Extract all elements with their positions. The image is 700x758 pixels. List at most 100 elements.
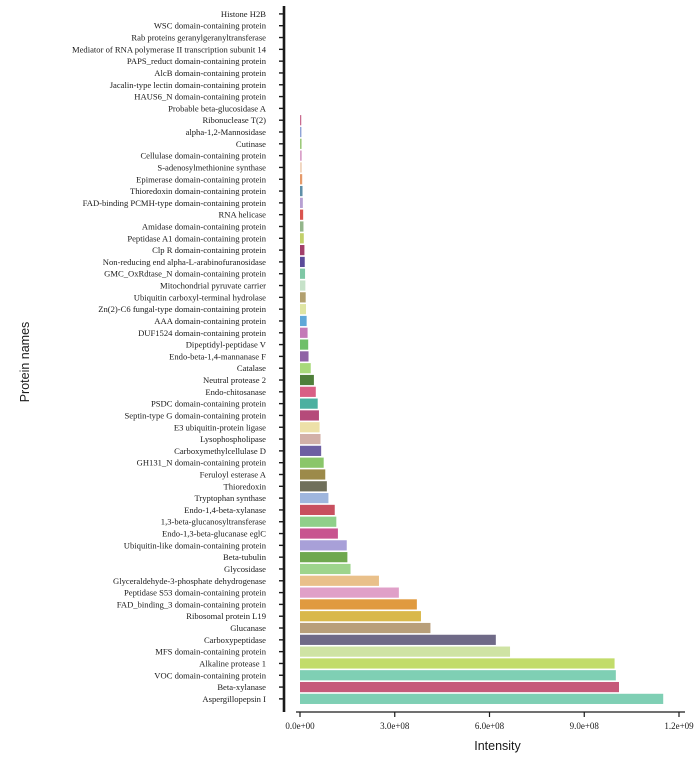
x-tick-label: 1.2e+09 — [664, 721, 694, 731]
category-label: PAPS_reduct domain-containing protein — [127, 56, 267, 66]
x-tick-label: 6.0e+08 — [475, 721, 505, 731]
category-label: HAUS6_N domain-containing protein — [134, 92, 266, 102]
bar — [300, 209, 304, 220]
category-label: Tryptophan synthase — [194, 493, 266, 503]
category-label: RNA helicase — [219, 210, 267, 220]
bar — [300, 221, 304, 232]
bar — [300, 481, 327, 492]
bar — [300, 410, 319, 421]
bar — [300, 398, 318, 409]
category-label: Catalase — [237, 363, 266, 373]
category-label: Carboxypeptidase — [204, 635, 266, 645]
category-label: Cellulase domain-containing protein — [140, 151, 266, 161]
category-label: Non-reducing end alpha-L-arabinofuranosi… — [103, 257, 266, 267]
category-label: Epimerase domain-containing protein — [136, 174, 267, 184]
bar — [300, 469, 326, 480]
category-label: AAA domain-containing protein — [154, 316, 266, 326]
category-label: Alkaline protease 1 — [199, 658, 266, 668]
category-label: Glucanase — [230, 623, 266, 633]
bar — [300, 575, 379, 586]
bar — [300, 433, 321, 445]
category-label: 1,3-beta-glucanosyltransferase — [161, 517, 266, 527]
category-label: Beta-xylanase — [217, 682, 266, 692]
bar — [300, 599, 417, 610]
category-label: VOC domain-containing protein — [154, 670, 266, 680]
category-label: Thioredoxin — [224, 481, 267, 491]
bar — [300, 457, 324, 468]
category-label: Thioredoxin domain-containing protein — [130, 186, 267, 196]
bar — [300, 126, 302, 138]
category-label: Feruloyl esterase A — [200, 470, 267, 480]
category-label: MFS domain-containing protein — [155, 647, 266, 657]
bar — [300, 622, 431, 634]
category-label: DUF1524 domain-containing protein — [138, 328, 267, 338]
bar — [300, 162, 302, 173]
category-label: GH131_N domain-containing protein — [137, 458, 267, 468]
bars-group — [300, 115, 664, 704]
bar — [300, 304, 306, 315]
bar — [300, 280, 306, 291]
category-label: Mitochondrial pyruvate carrier — [160, 281, 266, 291]
x-tick-label: 3.0e+08 — [380, 721, 410, 731]
bar — [300, 174, 303, 185]
x-axis-title: Intensity — [474, 739, 521, 753]
bar — [300, 587, 399, 598]
category-label: Endo-beta-1,4-mannanase F — [169, 351, 266, 361]
bar — [300, 670, 616, 681]
category-label: Amidase domain-containing protein — [142, 221, 267, 231]
x-tick-label: 9.0e+08 — [570, 721, 600, 731]
bar — [300, 374, 314, 386]
category-label: Beta-tubulin — [223, 552, 267, 562]
bar — [300, 256, 305, 268]
bar — [300, 493, 329, 504]
x-tick-label: 0.0e+00 — [285, 721, 315, 731]
bar — [300, 681, 619, 693]
category-label: Aspergillopepsin I — [202, 694, 266, 704]
bar — [300, 315, 307, 327]
category-label: PSDC domain-containing protein — [151, 399, 267, 409]
bar — [300, 634, 496, 645]
category-label: Endo-1,4-beta-xylanase — [184, 505, 266, 515]
bar — [300, 646, 511, 657]
x-ticks-group: 0.0e+00 3.0e+08 6.0e+08 9.0e+08 1.2e+09 — [285, 712, 694, 731]
category-label: Dipeptidyl-peptidase V — [186, 340, 267, 350]
bar — [300, 339, 309, 350]
category-label: Lysophospholipase — [200, 434, 266, 444]
category-label: Rab proteins geranylgeranyltransferase — [131, 33, 266, 43]
category-labels-group: Histone H2B WSC domain-containing protein… — [72, 9, 267, 704]
bar — [300, 658, 615, 669]
y-ticks-group — [279, 13, 284, 700]
bar — [300, 693, 664, 704]
category-label: Ribosomal protein L19 — [186, 611, 266, 621]
bar — [300, 563, 351, 575]
category-label: Glycosidase — [224, 564, 266, 574]
bar — [300, 150, 302, 161]
bar — [300, 386, 316, 397]
category-label: WSC domain-containing protein — [154, 21, 267, 31]
bar — [300, 138, 302, 149]
category-label: AlcB domain-containing protein — [154, 68, 266, 78]
bar — [300, 197, 303, 208]
category-label: E3 ubiquitin-protein ligase — [174, 422, 266, 432]
bar — [300, 552, 348, 563]
category-label: GMC_OxRdtase_N domain-containing protein — [104, 269, 267, 279]
bar — [300, 233, 304, 244]
bar — [300, 351, 309, 362]
bar — [300, 611, 421, 622]
category-label: Probable beta-glucosidase A — [168, 103, 267, 113]
category-label: Histone H2B — [221, 9, 266, 19]
bar — [300, 292, 306, 303]
category-label: Ribonuclease T(2) — [202, 115, 266, 125]
category-label: alpha-1,2-Mannosidase — [186, 127, 267, 137]
category-label: Clp R domain-containing protein — [152, 245, 267, 255]
y-axis-title: Protein names — [18, 322, 32, 403]
bar — [300, 540, 347, 551]
category-label: Ubiquitin carboxyl-terminal hydrolase — [134, 292, 266, 302]
category-label: Peptidase S53 domain-containing protein — [124, 588, 267, 598]
category-label: Ubiquitin-like domain-containing protein — [124, 540, 267, 550]
category-label: Glyceraldehyde-3-phosphate dehydrogenase — [113, 576, 266, 586]
category-label: Jacalin-type lectin domain-containing pr… — [110, 80, 267, 90]
category-label: Zn(2)-C6 fungal-type domain-containing p… — [98, 304, 266, 314]
